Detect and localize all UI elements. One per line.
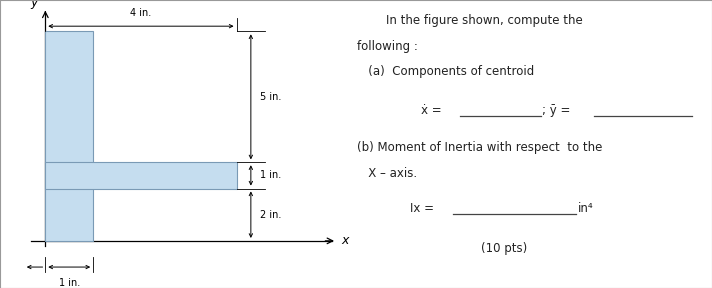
Text: (10 pts): (10 pts)	[481, 242, 527, 255]
Text: X – axis.: X – axis.	[357, 167, 417, 180]
Text: x: x	[342, 234, 349, 247]
Text: 1 in.: 1 in.	[261, 170, 282, 180]
Text: following :: following :	[357, 40, 418, 53]
Text: 4 in.: 4 in.	[130, 8, 152, 18]
Text: ; ȳ =: ; ȳ =	[543, 104, 571, 117]
Text: (a)  Components of centroid: (a) Components of centroid	[357, 65, 535, 78]
Text: 2 in.: 2 in.	[261, 210, 282, 220]
Text: In the figure shown, compute the: In the figure shown, compute the	[386, 14, 582, 27]
Text: 5 in.: 5 in.	[261, 92, 282, 102]
Text: (b) Moment of Inertia with respect  to the: (b) Moment of Inertia with respect to th…	[357, 141, 603, 154]
Text: 1 in.: 1 in.	[58, 278, 80, 287]
Bar	[46, 162, 236, 189]
Text: ẋ =: ẋ =	[421, 104, 441, 117]
Text: Ix =: Ix =	[410, 202, 434, 215]
Text: y: y	[31, 0, 38, 9]
Text: in⁴: in⁴	[577, 202, 593, 215]
Bar	[46, 31, 93, 241]
